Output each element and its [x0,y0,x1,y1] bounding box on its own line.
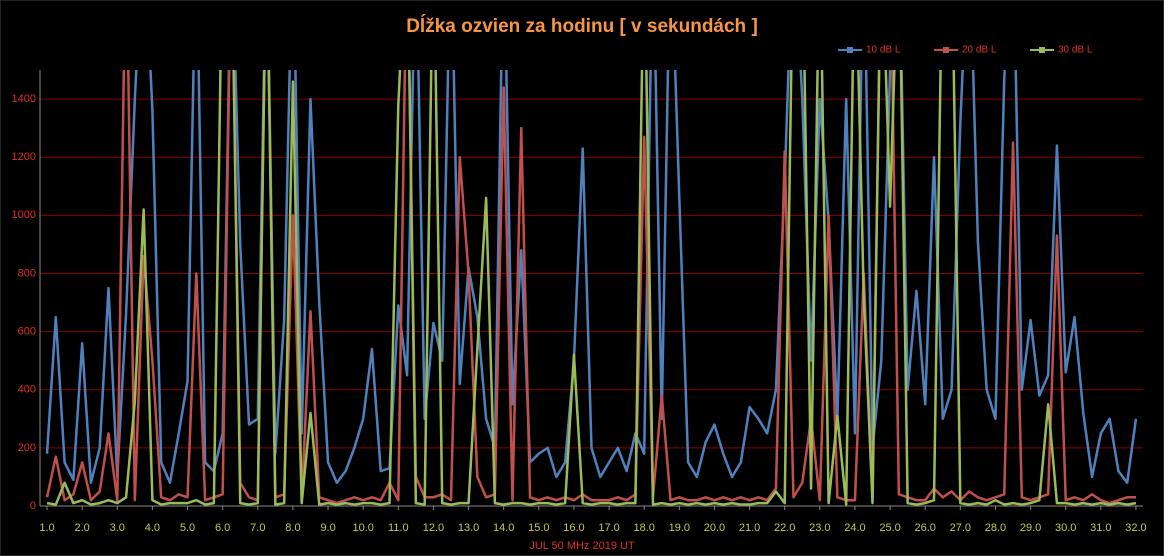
x-tick-label: 24.0 [844,522,865,534]
chart-title: Dĺžka ozvien za hodinu [ v sekundách ] [406,15,758,37]
series-line [45,70,1136,505]
legend-label: 20 dB L [962,45,997,56]
x-tick-label: 1.0 [39,522,54,534]
y-tick-label: 0 [30,500,36,512]
x-tick-label: 10.0 [352,522,373,534]
legend-marker [1039,47,1045,53]
series-line [46,70,1137,506]
x-tick-label: 22.0 [774,522,795,534]
x-tick-label: 19.0 [669,522,690,534]
y-tick-label: 600 [18,326,36,338]
legend-label: 10 dB L [866,45,901,56]
x-tick-label: 15.0 [528,522,549,534]
x-tick-label: 20.0 [704,522,725,534]
y-tick-label: 1400 [12,93,36,105]
x-tick-label: 26.0 [914,522,935,534]
x-tick-label: 13.0 [458,522,479,534]
x-tick-label: 18.0 [633,522,654,534]
x-tick-label: 8.0 [285,522,300,534]
x-tick-label: 4.0 [145,522,160,534]
x-tick-label: 3.0 [110,522,125,534]
x-tick-label: 17.0 [598,522,619,534]
y-tick-label: 1200 [12,151,36,163]
x-tick-label: 27.0 [950,522,971,534]
y-tick-label: 400 [18,384,36,396]
x-tick-label: 9.0 [320,522,335,534]
x-tick-label: 31.0 [1090,522,1111,534]
legend-marker [943,47,949,53]
x-tick-label: 28.0 [985,522,1006,534]
x-axis-title: JUL 50 MHz 2019 UT [529,540,635,552]
x-tick-label: 23.0 [809,522,830,534]
x-tick-label: 21.0 [739,522,760,534]
x-tick-label: 30.0 [1055,522,1076,534]
y-tick-label: 1000 [12,209,36,221]
x-tick-label: 12.0 [423,522,444,534]
x-tick-label: 6.0 [215,522,230,534]
x-tick-label: 5.0 [180,522,195,534]
x-tick-label: 11.0 [388,522,409,534]
x-tick-label: 29.0 [1020,522,1041,534]
y-tick-label: 200 [18,442,36,454]
legend-marker [847,47,853,53]
x-tick-label: 7.0 [250,522,265,534]
y-tick-label: 800 [18,267,36,279]
x-tick-label: 25.0 [879,522,900,534]
x-tick-label: 16.0 [563,522,584,534]
x-tick-label: 2.0 [75,522,90,534]
x-tick-label: 32.0 [1125,522,1146,534]
x-tick-label: 14.0 [493,522,514,534]
legend-label: 30 dB L [1058,45,1093,56]
